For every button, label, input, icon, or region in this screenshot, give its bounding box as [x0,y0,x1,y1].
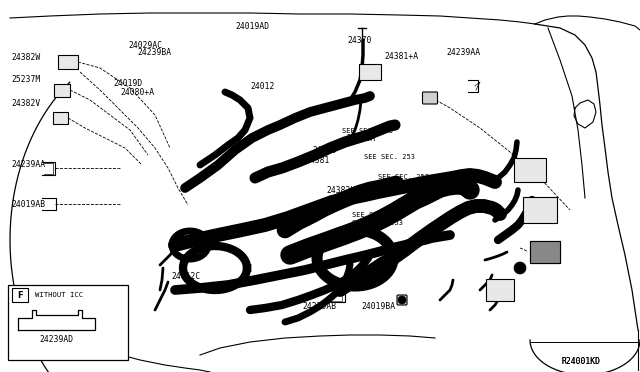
Text: 24382W: 24382W [12,53,41,62]
Text: 24239AB: 24239AB [302,302,336,311]
Text: R24001KD: R24001KD [562,357,601,366]
Text: 24381+A: 24381+A [384,52,418,61]
Text: 24012: 24012 [251,82,275,91]
Text: SEE SEC. 253: SEE SEC. 253 [352,220,403,226]
Bar [523,197,557,223]
Bar [530,241,560,263]
Text: 25237M: 25237M [12,76,41,84]
Bar [359,64,381,80]
Text: F: F [17,291,23,299]
Bar [486,279,514,301]
Text: SEE SEC. 253: SEE SEC. 253 [364,154,415,160]
Bar [8,285,128,360]
Text: 24239AD: 24239AD [39,336,73,344]
Text: 24370: 24370 [348,36,372,45]
Circle shape [398,296,406,304]
Text: 24381: 24381 [306,156,330,165]
Text: 24012C: 24012C [172,272,201,280]
Text: WITHOUT ICC: WITHOUT ICC [35,292,83,298]
Bar [12,288,28,302]
Text: 24019AD: 24019AD [236,22,269,31]
Bar [54,83,70,96]
Text: 24019BA: 24019BA [362,302,396,311]
FancyBboxPatch shape [397,295,407,305]
Bar [514,158,546,182]
Text: 24239AA: 24239AA [447,48,481,57]
Text: 24019D: 24019D [114,79,143,88]
Text: 24270: 24270 [312,146,337,155]
Text: 24382U: 24382U [326,186,356,195]
Text: 24019AB: 24019AB [12,200,45,209]
Text: 24080+A: 24080+A [120,88,154,97]
Text: SEE SEC. 253: SEE SEC. 253 [378,174,429,180]
Text: 24239BA: 24239BA [138,48,172,57]
Text: R24001KD: R24001KD [562,357,601,366]
Bar [530,241,560,263]
Circle shape [514,262,526,274]
Bar [52,112,67,124]
FancyBboxPatch shape [422,92,438,104]
Text: 24029AC: 24029AC [128,41,162,50]
Text: 24382V: 24382V [12,99,41,108]
Text: SEE SEC. 253: SEE SEC. 253 [352,212,403,218]
Text: 24239AA: 24239AA [12,160,45,169]
Bar [58,55,78,69]
Text: 24019A: 24019A [347,134,376,143]
Text: SEE SEC. 253: SEE SEC. 253 [342,128,394,134]
